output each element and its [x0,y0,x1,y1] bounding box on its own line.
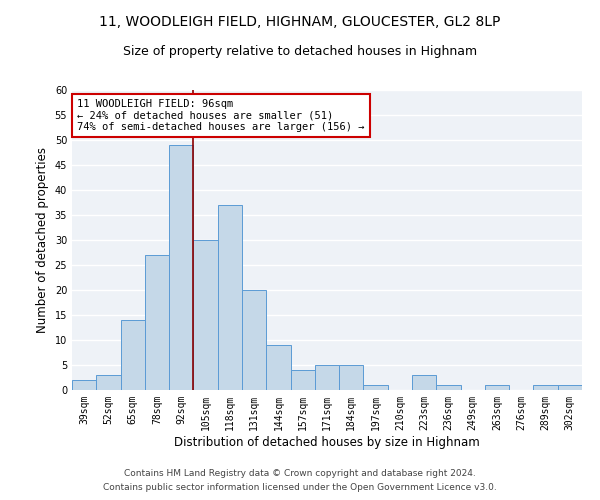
Bar [242,290,266,390]
Bar [96,375,121,390]
Text: Contains public sector information licensed under the Open Government Licence v3: Contains public sector information licen… [103,484,497,492]
Bar [339,365,364,390]
Bar [485,385,509,390]
Bar [169,145,193,390]
Bar [72,380,96,390]
Text: Contains HM Land Registry data © Crown copyright and database right 2024.: Contains HM Land Registry data © Crown c… [124,468,476,477]
Text: 11, WOODLEIGH FIELD, HIGHNAM, GLOUCESTER, GL2 8LP: 11, WOODLEIGH FIELD, HIGHNAM, GLOUCESTER… [100,15,500,29]
Bar [218,205,242,390]
Text: Size of property relative to detached houses in Highnam: Size of property relative to detached ho… [123,45,477,58]
Bar [315,365,339,390]
Bar [558,385,582,390]
Bar [121,320,145,390]
Bar [266,345,290,390]
Bar [436,385,461,390]
Bar [290,370,315,390]
X-axis label: Distribution of detached houses by size in Highnam: Distribution of detached houses by size … [174,436,480,448]
Y-axis label: Number of detached properties: Number of detached properties [36,147,49,333]
Text: 11 WOODLEIGH FIELD: 96sqm
← 24% of detached houses are smaller (51)
74% of semi-: 11 WOODLEIGH FIELD: 96sqm ← 24% of detac… [77,99,365,132]
Bar [364,385,388,390]
Bar [193,240,218,390]
Bar [533,385,558,390]
Bar [145,255,169,390]
Bar [412,375,436,390]
